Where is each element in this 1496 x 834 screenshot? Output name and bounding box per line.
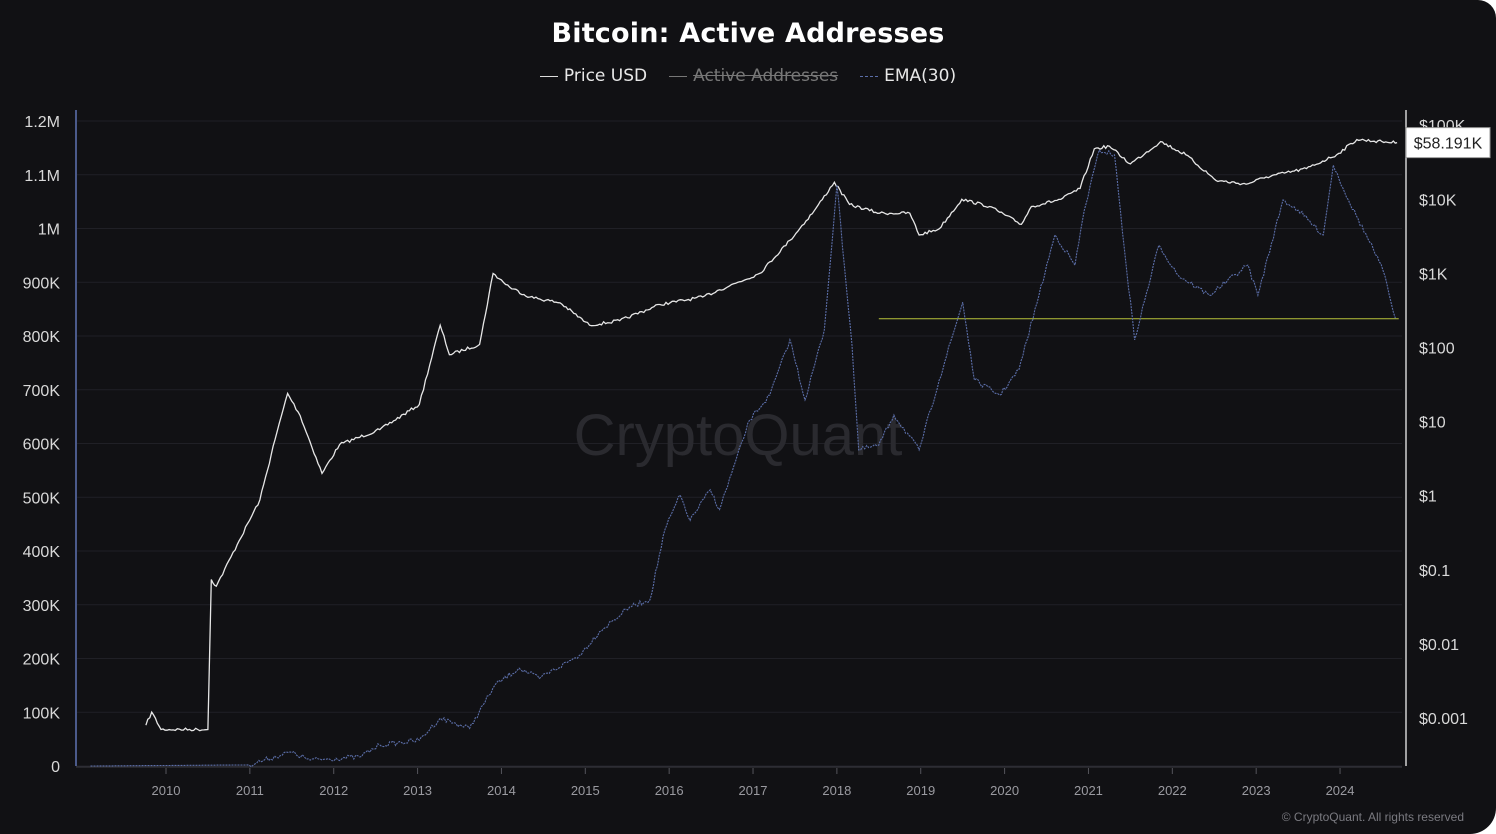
y-left-tick-label: 200K xyxy=(23,652,61,669)
copyright: © CryptoQuant. All rights reserved xyxy=(1281,810,1464,824)
legend-item-ema[interactable]: EMA(30) xyxy=(860,66,956,86)
y-left-tick-label: 1.1M xyxy=(24,168,60,185)
x-tick-label: 2019 xyxy=(906,783,935,798)
x-tick-label: 2015 xyxy=(571,783,600,798)
y-left-tick-label: 900K xyxy=(23,275,61,292)
y-left-tick-label: 0 xyxy=(51,759,60,776)
current-price-label: $58.191K xyxy=(1414,136,1483,153)
y-left-tick-label: 1.2M xyxy=(24,114,60,131)
x-tick-label: 2016 xyxy=(655,783,684,798)
x-tick-label: 2024 xyxy=(1326,783,1355,798)
y-right-tick-label: $1 xyxy=(1419,489,1437,506)
y-right-tick-label: $0.1 xyxy=(1419,563,1450,580)
legend-swatch-active-addresses xyxy=(669,75,688,77)
legend-label-price: Price USD xyxy=(563,66,648,86)
x-tick-label: 2018 xyxy=(822,783,851,798)
chart-title: Bitcoin: Active Addresses xyxy=(551,18,945,49)
y-left-tick-label: 700K xyxy=(23,383,61,400)
y-right-tick-label: $1K xyxy=(1419,266,1448,283)
y-left-tick-label: 300K xyxy=(23,598,61,615)
y-left-tick-label: 500K xyxy=(23,490,61,507)
legend-item-price[interactable]: Price USD xyxy=(539,66,648,86)
price-label-box xyxy=(1405,127,1491,159)
y-right-tick-label: $0.01 xyxy=(1419,637,1459,654)
legend-item-active-addresses[interactable]: Active Addresses xyxy=(669,66,838,86)
x-tick-label: 2012 xyxy=(319,783,348,798)
y-left-tick-label: 100K xyxy=(23,705,61,722)
x-tick-label: 2020 xyxy=(990,783,1019,798)
y-right-tick-label: $10K xyxy=(1419,192,1457,209)
x-tick-label: 2010 xyxy=(152,783,181,798)
watermark-logo: CryptoQuant xyxy=(574,403,903,468)
legend-label-ema: EMA(30) xyxy=(884,66,957,86)
x-tick-label: 2021 xyxy=(1074,783,1103,798)
y-left-tick-label: 1M xyxy=(38,222,60,239)
x-tick-label: 2013 xyxy=(403,783,432,798)
y-right-tick-label: $0.001 xyxy=(1419,711,1468,728)
ema-30-line[interactable] xyxy=(90,148,1396,768)
y-left-tick-label: 800K xyxy=(23,329,61,346)
y-left-tick-label: 400K xyxy=(23,544,61,561)
x-tick-label: 2023 xyxy=(1242,783,1271,798)
legend-swatch-price xyxy=(539,75,558,77)
price-usd-line[interactable] xyxy=(145,138,1398,732)
legend-label-active-addresses: Active Addresses xyxy=(693,66,839,86)
y-right-tick-label: $100 xyxy=(1419,341,1455,358)
x-tick-label: 2022 xyxy=(1158,783,1187,798)
y-right-tick-label: $10 xyxy=(1419,415,1446,432)
legend: Price USD Active Addresses EMA(30) xyxy=(0,66,1496,86)
y-left-tick-label: 600K xyxy=(23,437,61,454)
x-tick-label: 2014 xyxy=(487,783,516,798)
legend-swatch-ema xyxy=(860,75,879,77)
x-tick-label: 2011 xyxy=(236,783,264,798)
x-tick-label: 2017 xyxy=(739,783,768,798)
